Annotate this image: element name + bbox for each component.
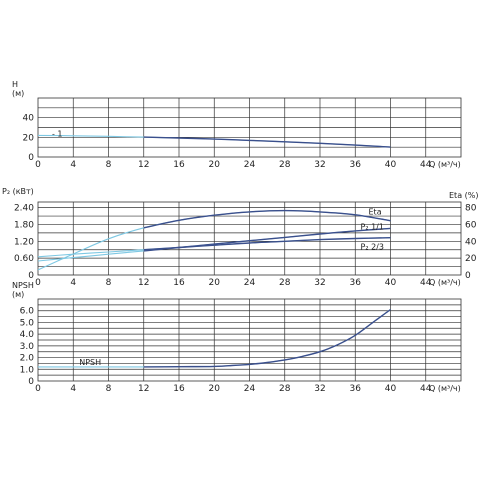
- x-axis-label: Q (м³/ч): [429, 384, 461, 393]
- x-tick-label: 28: [279, 384, 291, 394]
- x-tick-label: 32: [314, 384, 325, 394]
- x-tick-label: 44: [420, 278, 432, 288]
- x-tick-label: 40: [385, 160, 397, 170]
- y-tick-label: 5.0: [20, 318, 35, 328]
- y-tick-label: 2.0: [20, 354, 35, 364]
- y-tick-label: 2.40: [14, 204, 34, 214]
- x-tick-label: 4: [70, 384, 76, 394]
- x-tick-label: 0: [35, 384, 41, 394]
- series-label: Eta: [369, 208, 382, 217]
- x-tick-label: 44: [420, 160, 432, 170]
- y-tick-label: 1.80: [14, 220, 34, 230]
- x-tick-label: 24: [244, 384, 256, 394]
- series-line: [143, 237, 391, 251]
- x-tick-label: 40: [385, 384, 397, 394]
- series-line: [143, 308, 391, 368]
- x-tick-label: 24: [244, 278, 256, 288]
- y-right-tick-label: 40: [465, 237, 477, 247]
- series-label: P₂ 2/3: [361, 243, 384, 252]
- y-tick-label: 6.0: [20, 307, 35, 317]
- y-axis-unit: (м): [12, 89, 24, 98]
- y-axis-label: P₂ (кВт): [2, 187, 34, 196]
- chart-panel-npsh: 0 4 8 12 16 20 24 28 32 36 40 44Q (м³/ч)01.02.03.04…: [12, 281, 462, 394]
- y-axis-label: H: [12, 80, 18, 89]
- series-line: [143, 136, 391, 148]
- y-tick-label: 0: [28, 377, 34, 387]
- y-tick-label: 0: [28, 271, 34, 281]
- chart-panel-head: 0 4 8 12 16 20 24 28 32 36 40 44Q (м³/ч) 0 20 40 H(м) - …: [12, 80, 462, 170]
- y-tick-label: 1.0: [20, 365, 35, 375]
- x-tick-label: 8: [106, 384, 112, 394]
- x-tick-label: 28: [279, 278, 291, 288]
- x-tick-label: 20: [209, 278, 221, 288]
- chart-panel-power-efficiency: 0 4 8 12 16 20 24 28 32 36 40 44Q (м³/ч) 0 0.60 1.20 1.…: [2, 187, 478, 288]
- y-right-tick-label: 20: [465, 254, 477, 264]
- x-tick-label: 40: [385, 278, 397, 288]
- y-tick-label: 1.20: [14, 237, 34, 247]
- curve-annotation: - 1: [52, 129, 63, 138]
- x-tick-label: 36: [350, 160, 362, 170]
- x-tick-label: 8: [106, 278, 112, 288]
- y-axis-unit: (м): [12, 290, 24, 299]
- y-right-axis-label: Eta (%): [449, 191, 478, 200]
- x-tick-label: 24: [244, 160, 256, 170]
- x-tick-label: 44: [420, 384, 432, 394]
- x-tick-label: 28: [279, 160, 291, 170]
- y-tick-label: 3.0: [20, 342, 35, 352]
- x-tick-label: 32: [314, 278, 325, 288]
- x-tick-label: 4: [70, 160, 76, 170]
- y-right-tick-label: 0: [465, 271, 471, 281]
- x-tick-label: 36: [350, 278, 362, 288]
- x-axis-label: Q (м³/ч): [429, 160, 461, 169]
- series-label: P₂ 1/1: [361, 222, 384, 231]
- y-tick-label: 0: [28, 153, 34, 163]
- series-line: [143, 209, 391, 229]
- x-tick-label: 0: [35, 278, 41, 288]
- x-tick-label: 12: [138, 384, 149, 394]
- x-tick-label: 20: [209, 160, 221, 170]
- x-tick-label: 4: [70, 278, 76, 288]
- x-tick-label: 12: [138, 160, 149, 170]
- x-tick-label: 16: [173, 384, 185, 394]
- x-tick-label: 16: [173, 278, 185, 288]
- y-right-tick-label: 80: [465, 204, 477, 214]
- x-tick-label: 16: [173, 160, 185, 170]
- x-axis-label: Q (м³/ч): [429, 278, 461, 287]
- x-tick-label: 36: [350, 384, 362, 394]
- x-tick-label: 12: [138, 278, 149, 288]
- x-tick-label: 0: [35, 160, 41, 170]
- y-axis-label: NPSH: [12, 281, 34, 290]
- y-tick-label: 4.0: [20, 330, 35, 340]
- x-tick-label: 32: [314, 160, 325, 170]
- y-right-tick-label: 60: [465, 220, 477, 230]
- x-tick-label: 8: [106, 160, 112, 170]
- y-tick-label: 40: [23, 114, 35, 124]
- series-label: NPSH: [79, 358, 101, 367]
- y-tick-label: 20: [23, 133, 35, 143]
- x-tick-label: 20: [209, 384, 221, 394]
- y-tick-label: 0.60: [14, 254, 34, 264]
